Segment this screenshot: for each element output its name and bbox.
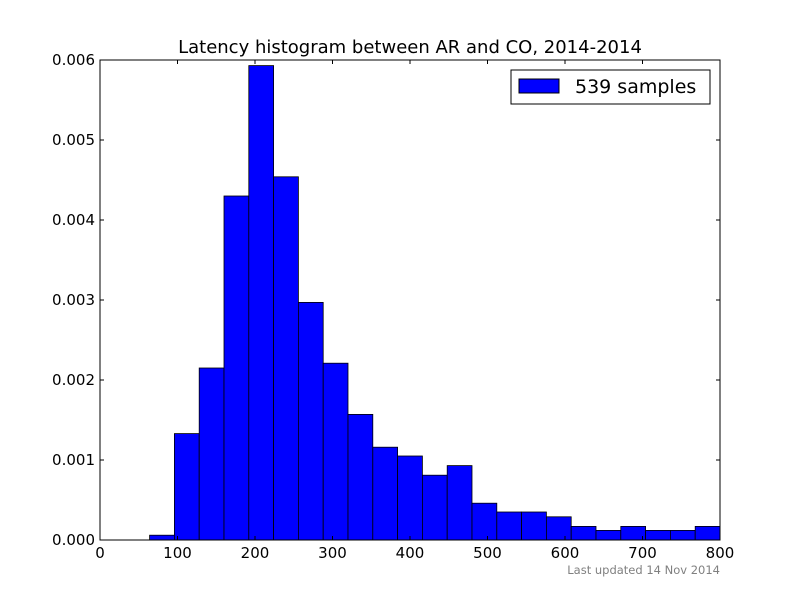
histogram-bar: [198, 367, 225, 541]
x-tick-label: 800: [706, 544, 735, 562]
histogram-bar: [421, 474, 448, 541]
histogram-bar: [372, 446, 398, 541]
legend-swatch: [518, 78, 560, 94]
histogram-bar: [397, 455, 423, 541]
histogram-bar: [694, 526, 721, 541]
legend-label: 539 samples: [575, 76, 696, 98]
histogram-bar: [273, 176, 299, 541]
x-tick-label: 100: [163, 544, 192, 562]
histogram-bar: [521, 511, 547, 541]
histogram-bar: [595, 530, 622, 541]
y-tick-label: 0.000: [52, 531, 95, 549]
axis-ticks: 0 100 200 300 400 500 600 700 800 0.000 0.001 0.002…: [52, 51, 734, 562]
histogram-bar: [471, 502, 498, 541]
histogram-bar: [570, 526, 597, 541]
histogram-bar: [248, 65, 275, 541]
x-tick-label: 400: [396, 544, 425, 562]
y-tick-label: 0.001: [52, 451, 95, 469]
histogram-bar: [173, 433, 200, 541]
histogram-bar: [446, 465, 473, 541]
last-updated-note: Last updated 14 Nov 2014: [567, 563, 720, 577]
histogram-bar: [223, 195, 250, 541]
histogram-bar: [620, 526, 646, 541]
x-tick-label: 200: [241, 544, 270, 562]
histogram-bar: [347, 413, 374, 541]
plot-frame: [99, 59, 721, 541]
x-tick-label: 600: [551, 544, 580, 562]
y-tick-label: 0.004: [52, 211, 95, 229]
histogram-bar: [322, 362, 349, 541]
histogram-bar: [149, 534, 175, 541]
histogram-bar: [670, 530, 696, 541]
histogram-bar: [546, 516, 572, 541]
x-tick-label: 0: [95, 544, 105, 562]
legend: 539 samples: [510, 69, 711, 105]
y-tick-label: 0.005: [52, 131, 95, 149]
chart-title: Latency histogram between AR and CO, 201…: [178, 37, 642, 58]
x-tick-label: 700: [628, 544, 657, 562]
x-tick-label: 300: [318, 544, 347, 562]
histogram-bars: [149, 65, 721, 541]
y-tick-label: 0.002: [52, 371, 95, 389]
y-tick-label: 0.003: [52, 291, 95, 309]
histogram-bar: [496, 511, 522, 541]
y-tick-label: 0.006: [52, 51, 95, 69]
histogram-bar: [297, 301, 324, 541]
histogram-bar: [645, 530, 671, 541]
x-tick-label: 500: [473, 544, 502, 562]
